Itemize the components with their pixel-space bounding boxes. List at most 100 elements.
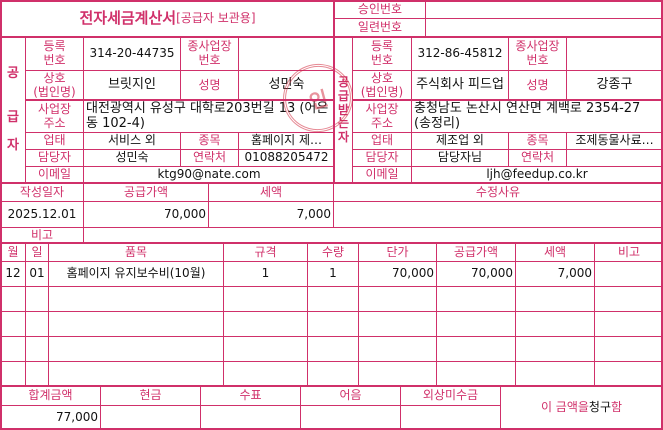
item-cell-tax <box>515 286 595 312</box>
items-header-unit-price: 단가 <box>358 243 437 262</box>
supplier-reg-number: 314-20-44735 <box>83 37 181 71</box>
side-char: 는 <box>337 116 350 131</box>
item-cell-qty <box>307 336 359 362</box>
side-char: 자 <box>337 130 350 145</box>
supplier-sub-label: 종사업장 번호 <box>180 37 239 71</box>
item-cell-month <box>0 286 26 312</box>
item-cell-spec <box>223 311 308 337</box>
supply-amount: 70,000 <box>83 201 209 228</box>
buyer-type-label: 업태 <box>352 132 412 150</box>
item-cell-qty <box>307 286 359 312</box>
footer-header-check: 수표 <box>200 386 301 406</box>
items-header-day: 일 <box>25 243 49 262</box>
serial-value <box>425 18 663 38</box>
item-cell-note <box>594 311 663 337</box>
border <box>333 0 335 184</box>
buyer-item-label: 종목 <box>508 132 567 150</box>
item-cell-supply: 70,000 <box>436 261 516 287</box>
items-header-supply: 공급가액 <box>436 243 516 262</box>
cash-amount <box>100 405 201 430</box>
supplier-reg-label: 등록 번호 <box>25 37 84 71</box>
border <box>0 0 2 430</box>
revision-reason <box>333 201 663 228</box>
item-cell-tax <box>515 311 595 337</box>
side-char: 받 <box>337 102 350 117</box>
item-cell-supply <box>436 286 516 312</box>
side-char: 급 <box>337 88 350 103</box>
tax-amount: 7,000 <box>208 201 334 228</box>
footer-header-credit: 외상미수금 <box>400 386 501 406</box>
item-cell-item: 홈페이지 유지보수비(10월) <box>48 261 224 287</box>
items-header-tax: 세액 <box>515 243 595 262</box>
border <box>0 242 663 244</box>
credit-amount <box>400 405 501 430</box>
border <box>352 99 663 101</box>
item-cell-unit-price <box>358 336 437 362</box>
border <box>0 0 663 2</box>
item-cell-unit-price <box>358 286 437 312</box>
item-cell-tax <box>515 336 595 362</box>
item-cell-item <box>48 361 224 387</box>
tax-amount-label: 세액 <box>208 183 334 202</box>
buyer-business-item: 조제동물사료… <box>566 132 663 150</box>
invoice-copy-type: [공급자 보관용] <box>176 11 256 26</box>
supplier-addr-label: 사업장 주소 <box>25 100 84 133</box>
item-cell-qty <box>307 361 359 387</box>
buyer-contact: 담당자님 <box>411 149 509 167</box>
buyer-sub-label: 종사업장 번호 <box>508 37 567 71</box>
revision-reason-label: 수정사유 <box>333 183 663 202</box>
invoice-title-cell: 전자세금계산서 [공급자 보관용] <box>0 0 335 38</box>
buyer-phone <box>566 149 663 167</box>
check-amount <box>200 405 301 430</box>
buyer-reg-number: 312-86-45812 <box>411 37 509 71</box>
claim-text-end: 함 <box>611 400 623 415</box>
total-amount: 77,000 <box>0 405 101 430</box>
item-cell-note <box>594 286 663 312</box>
item-cell-month <box>0 336 26 362</box>
item-cell-item <box>48 286 224 312</box>
side-char: 급 <box>7 109 19 125</box>
item-cell-qty <box>307 311 359 337</box>
border <box>0 36 663 38</box>
stamp-text: 인 <box>306 85 331 114</box>
border <box>0 182 663 184</box>
item-cell-qty: 1 <box>307 261 359 287</box>
item-cell-day <box>25 361 49 387</box>
approval-value <box>425 0 663 19</box>
item-cell-spec <box>223 336 308 362</box>
item-cell-month <box>0 311 26 337</box>
buyer-phone-label: 연락처 <box>508 149 567 167</box>
item-cell-day <box>25 286 49 312</box>
items-header-month: 월 <box>0 243 26 262</box>
claim-statement: 이 금액을 청구 함 <box>500 386 663 430</box>
supplier-name-label: 상호 (법인명) <box>25 70 84 101</box>
supplier-name: 브릿지인 <box>83 70 181 101</box>
item-cell-month: 12 <box>0 261 26 287</box>
buyer-addr-label: 사업장 주소 <box>352 100 412 133</box>
item-cell-month <box>0 361 26 387</box>
buyer-address: 충청남도 논산시 연산면 계백로 2354-27 (송정리) <box>411 100 663 133</box>
item-cell-note <box>594 361 663 387</box>
item-cell-supply <box>436 311 516 337</box>
buyer-reg-label: 등록 번호 <box>352 37 412 71</box>
footer-header-note: 어음 <box>300 386 401 406</box>
buyer-name-label: 상호 (법인명) <box>352 70 412 101</box>
invoice-title: 전자세금계산서 <box>79 9 177 28</box>
border <box>0 385 663 387</box>
items-header-note: 비고 <box>594 243 663 262</box>
note-amount <box>300 405 401 430</box>
buyer-contact-label: 담당자 <box>352 149 412 167</box>
item-cell-day <box>25 311 49 337</box>
item-cell-unit-price <box>358 311 437 337</box>
claim-word: 청구 <box>588 400 612 415</box>
buyer-rep-label: 성명 <box>508 70 567 101</box>
item-cell-note <box>594 261 663 287</box>
approval-label: 승인번호 <box>334 0 426 19</box>
supplier-rep-label: 성명 <box>180 70 239 101</box>
footer-header-total: 합계금액 <box>0 386 101 406</box>
item-cell-spec <box>223 286 308 312</box>
buyer-name: 주식회사 피드업 <box>411 70 509 101</box>
border <box>0 428 663 430</box>
side-char: 자 <box>7 138 19 154</box>
